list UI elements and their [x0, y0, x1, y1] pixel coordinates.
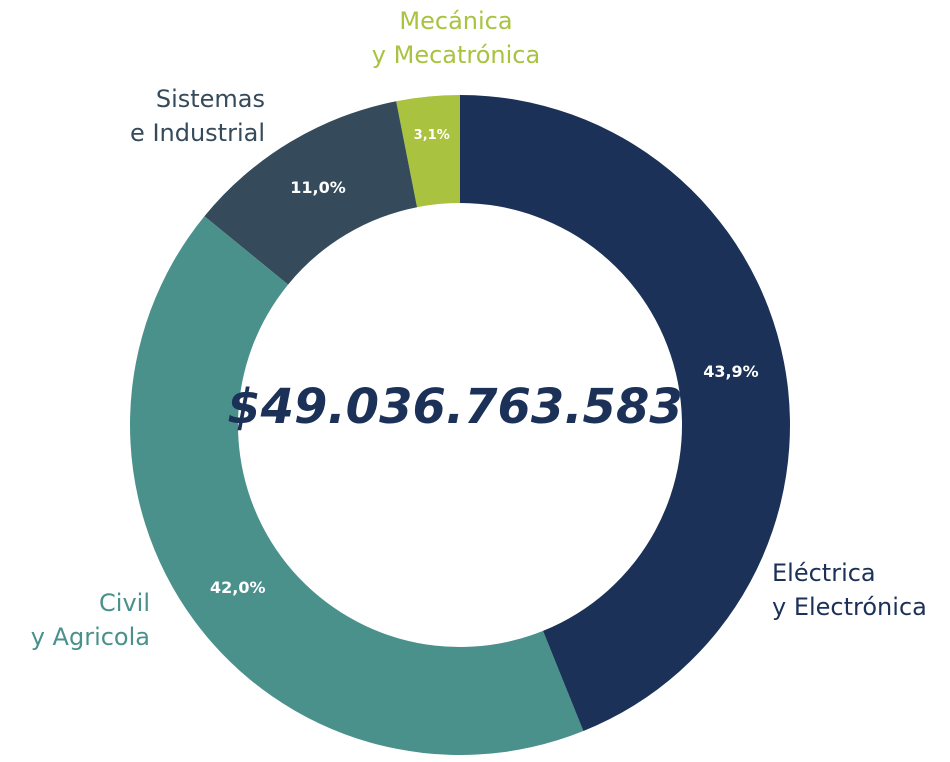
category-label: Mecánica y Mecatrónica — [371, 7, 541, 69]
value-label: 11,0% — [290, 178, 346, 197]
center-label: $49.036.763.583 — [227, 379, 682, 435]
donut-segment — [396, 95, 460, 208]
donut-segment — [204, 101, 418, 285]
donut-segment — [460, 95, 791, 732]
category-label: Sistemas e Industrial — [130, 85, 265, 147]
value-label: 42,0% — [210, 578, 266, 597]
value-label: 3,1% — [414, 128, 450, 143]
value-label: 43,9% — [703, 362, 759, 381]
donut-segment — [129, 216, 584, 756]
category-label: Civil y Agricola — [30, 589, 150, 651]
category-label: Eléctrica y Electrónica — [772, 559, 927, 621]
